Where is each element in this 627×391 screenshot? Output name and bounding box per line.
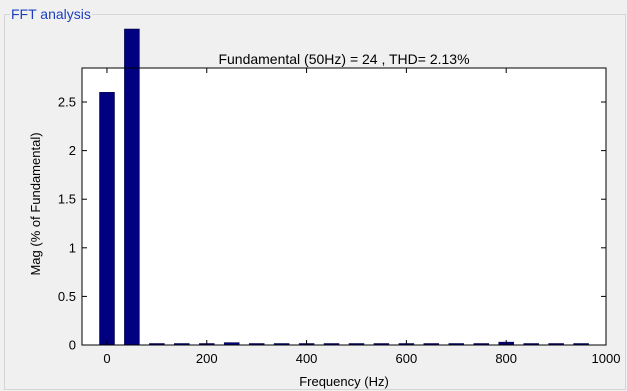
- bar-50hz: [124, 28, 140, 346]
- x-tick-label: 600: [396, 351, 418, 366]
- y-tick-label: 1: [69, 240, 76, 255]
- x-tick-label: 1000: [592, 351, 621, 366]
- plot-area: [82, 68, 606, 345]
- bar-0hz: [99, 92, 115, 346]
- x-tick-label: 800: [495, 351, 517, 366]
- y-tick-label: 0.5: [58, 289, 76, 304]
- x-tick-label: 400: [296, 351, 318, 366]
- y-tick-label: 0: [69, 338, 76, 353]
- y-tick-label: 1.5: [58, 192, 76, 207]
- x-tick-label: 200: [196, 351, 218, 366]
- x-tick-label: 0: [103, 351, 110, 366]
- plot-frame: [81, 67, 607, 346]
- y-axis-label: Mag (% of Fundamental): [28, 132, 43, 275]
- chart-title: Fundamental (50Hz) = 24 , THD= 2.13%: [218, 51, 469, 67]
- x-axis-label: Frequency (Hz): [299, 374, 389, 389]
- fft-analysis-panel: [4, 14, 626, 390]
- panel-legend: FFT analysis: [10, 6, 92, 22]
- y-tick-label: 2: [69, 143, 76, 158]
- y-tick-label: 2.5: [58, 95, 76, 110]
